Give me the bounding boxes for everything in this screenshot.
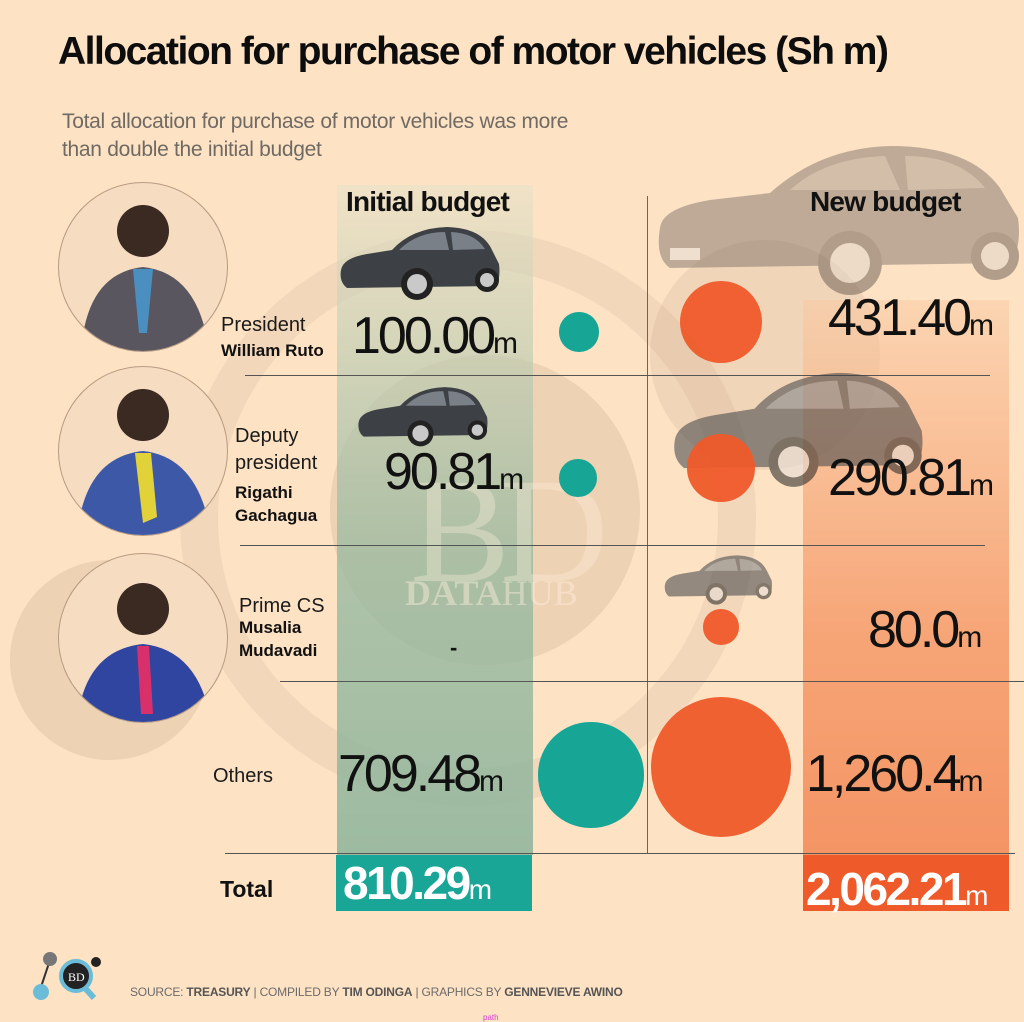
- initial-value-mudavadi: -: [450, 635, 458, 660]
- initial-budget-bubble: [559, 312, 599, 352]
- stray-label: path: [483, 1013, 499, 1022]
- car-icon: [355, 383, 490, 448]
- new-budget-bubble: [703, 609, 739, 645]
- value-unit: m: [957, 621, 983, 654]
- value-unit: m: [969, 469, 995, 502]
- row-divider: [280, 681, 1024, 682]
- value-number: 1,260.4: [806, 745, 961, 803]
- value-unit: m: [479, 765, 505, 798]
- value-number: 810.29: [343, 857, 471, 909]
- watermark-hub: HUB: [501, 573, 578, 613]
- new-budget-bubble: [680, 281, 762, 363]
- page-title: Allocation for purchase of motor vehicle…: [58, 30, 889, 73]
- compiled-label: | COMPILED BY: [250, 985, 343, 999]
- new-value-ruto: 431.40m: [828, 288, 994, 348]
- graphics-label: | GRAPHICS BY: [412, 985, 505, 999]
- new-value-mudavadi: 80.0m: [868, 600, 982, 660]
- value-unit: m: [969, 309, 995, 342]
- total-label: Total: [220, 876, 274, 902]
- subtitle: Total allocation for purchase of motor v…: [62, 108, 662, 164]
- initial-budget-bubble: [538, 722, 644, 828]
- new-value-gachagua: 290.81m: [828, 448, 994, 508]
- initial-budget-bubble: [559, 459, 597, 497]
- new-value-others: 1,260.4m: [806, 744, 984, 804]
- person-portrait-icon: [81, 205, 209, 351]
- graphics-by: GENNEVIEVE AWINO: [504, 985, 623, 999]
- role-label: Prime CS: [239, 595, 325, 617]
- subtitle-line-1: Total allocation for purchase of motor v…: [62, 110, 569, 133]
- value-unit: m: [958, 765, 984, 798]
- value-number: 2,062.21: [806, 863, 968, 915]
- role-label: Deputy president: [235, 425, 318, 474]
- row-divider: [245, 375, 990, 376]
- row-divider: [240, 545, 985, 546]
- new-budget-bubble: [687, 434, 755, 502]
- value-number: 90.81: [384, 443, 502, 501]
- car-icon-large-faded: [650, 138, 1024, 298]
- initial-value-ruto: 100.00m: [352, 306, 518, 366]
- row-label-others: Others: [213, 765, 274, 787]
- row-divider: [225, 853, 1015, 854]
- logo-text: BD: [68, 970, 85, 984]
- value-number: 709.48: [338, 745, 482, 803]
- total-initial-value: 810.29m: [343, 856, 492, 910]
- initial-value-others: 709.48m: [338, 744, 504, 804]
- portrait-musalia-mudavadi: [58, 553, 228, 723]
- value-unit: m: [468, 874, 493, 905]
- column-header-new: New budget: [810, 186, 961, 217]
- footer-credits: SOURCE: TREASURY | COMPILED BY TIM ODING…: [130, 985, 623, 999]
- value-number: 80.0: [868, 601, 960, 659]
- subtitle-line-2: than double the initial budget: [62, 138, 322, 161]
- row-label-ruto: President William Ruto: [221, 312, 324, 362]
- initial-budget-column: [337, 185, 533, 855]
- role-label: President: [221, 314, 306, 336]
- value-unit: m: [493, 327, 519, 360]
- value-unit: m: [965, 880, 989, 911]
- total-new-value: 2,062.21m: [806, 862, 988, 916]
- watermark-data-hub: DATAHUB: [405, 572, 578, 614]
- column-header-initial: Initial budget: [346, 186, 510, 217]
- person-portrait-icon: [77, 583, 211, 722]
- person-name: Musalia Mudavadi: [239, 618, 318, 660]
- person-portrait-icon: [77, 389, 211, 535]
- value-number: 431.40: [828, 289, 972, 347]
- person-name: Rigathi Gachagua: [235, 483, 318, 525]
- bd-data-hub-logo-icon: BD: [30, 950, 110, 1010]
- value-unit: m: [499, 463, 525, 496]
- initial-value-gachagua: 90.81m: [384, 442, 524, 502]
- compiled-by: TIM ODINGA: [342, 985, 413, 999]
- column-divider: [647, 196, 648, 853]
- total-new-box: [803, 855, 1009, 911]
- value-number: 290.81: [828, 449, 972, 507]
- total-initial-box: [336, 855, 532, 911]
- watermark-data: DATA: [405, 573, 502, 613]
- portrait-william-ruto: [58, 182, 228, 352]
- portrait-rigathi-gachagua: [58, 366, 228, 536]
- person-name: William Ruto: [221, 341, 324, 360]
- value-number: 100.00: [352, 307, 496, 365]
- car-icon: [337, 222, 502, 302]
- new-budget-bubble: [651, 697, 791, 837]
- source: TREASURY: [186, 985, 251, 999]
- row-label-mudavadi: Prime CS Musalia Mudavadi: [239, 593, 349, 662]
- row-label-gachagua: Deputy president Rigathi Gachagua: [235, 423, 345, 527]
- car-icon-faded: [662, 552, 774, 606]
- source-label: SOURCE:: [130, 985, 187, 999]
